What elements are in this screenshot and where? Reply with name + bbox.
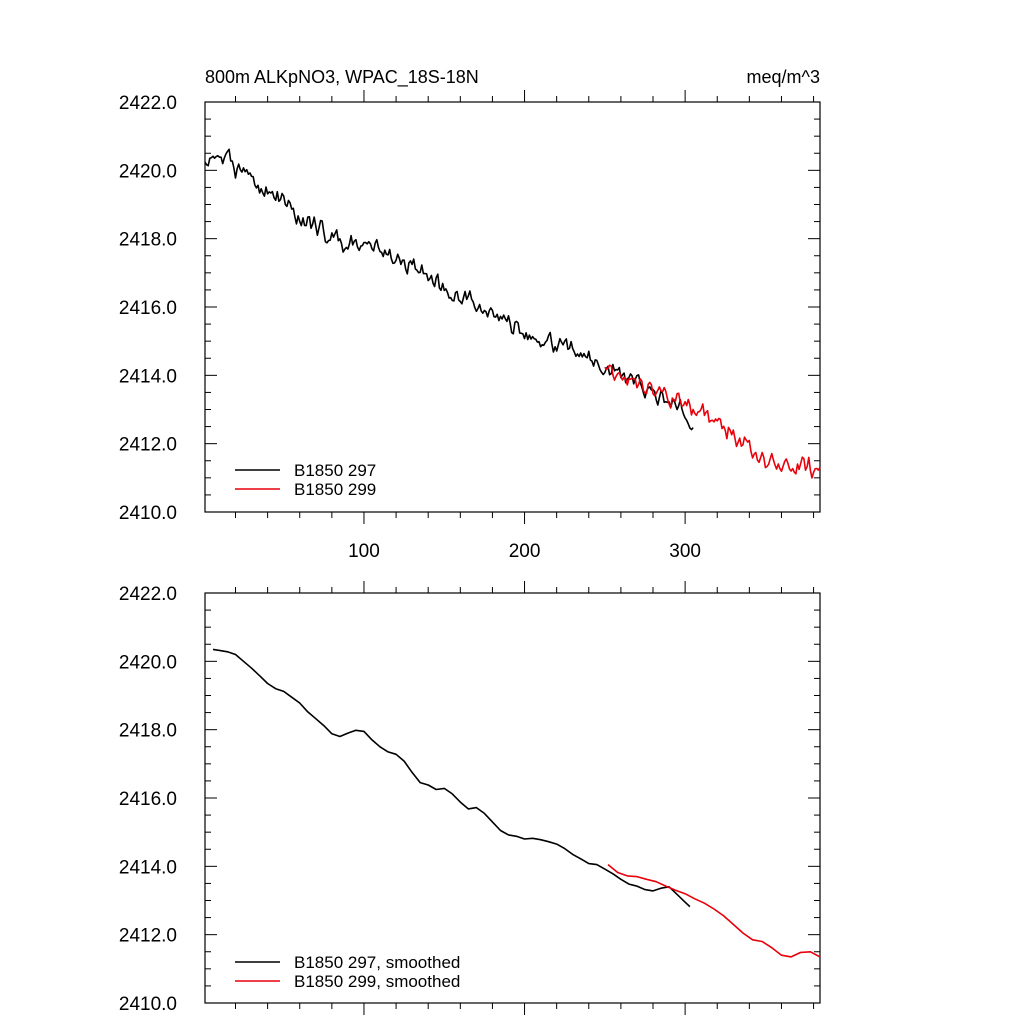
legend-label: B1850 299: [294, 480, 376, 499]
y-tick-label: 2416.0: [119, 298, 177, 319]
legend-label: B1850 299, smoothed: [294, 972, 460, 991]
y-tick-label: 2414.0: [119, 857, 177, 878]
y-tick-label: 2412.0: [119, 926, 177, 947]
series-group-bottom: [212, 648, 821, 958]
y-tick-label: 2412.0: [119, 435, 177, 456]
y-tick-label: 2418.0: [119, 721, 177, 742]
chart-title: 800m ALKpNO3, WPAC_18S-18N: [205, 67, 479, 88]
x-tick-label: 100: [348, 541, 380, 562]
y-tick-label: 2420.0: [119, 652, 177, 673]
panel-bottom-chart: 2410.0 2412.0 2414.0 2416.0 2418.0 2420.0 2422…: [119, 581, 821, 1015]
series-line-b1850-299: [604, 364, 821, 479]
panel-top-chart: 800m ALKpNO3, WPAC_18S-18N meq/m^3 2410.…: [119, 67, 821, 562]
y-tick-label: 2420.0: [119, 161, 177, 182]
series-group-top: [204, 148, 821, 479]
axis-ticks-bottom: 2410.0 2412.0 2414.0 2416.0 2418.0 2420.0 2422…: [119, 581, 820, 1015]
plot-frame-bottom: [204, 592, 821, 1004]
y-tick-label: 2414.0: [119, 366, 177, 387]
units-label: meq/m^3: [747, 67, 820, 87]
x-tick-label: 200: [509, 541, 541, 562]
legend-label: B1850 297, smoothed: [294, 953, 460, 972]
series-line-b1850-299: [607, 863, 821, 958]
legend-label: B1850 297: [294, 461, 376, 480]
y-tick-label: 2416.0: [119, 789, 177, 810]
plot-frame-top: [204, 101, 821, 513]
series-line-b1850-297: [204, 148, 694, 431]
y-tick-label: 2410.0: [119, 503, 177, 524]
axis-ticks-top: 2410.0 2412.0 2414.0 2416.0 2418.0 2420.0 2422…: [119, 90, 820, 562]
y-tick-label: 2418.0: [119, 230, 177, 251]
x-tick-label: 300: [669, 541, 701, 562]
y-tick-label: 2410.0: [119, 994, 177, 1015]
y-tick-label: 2422.0: [119, 93, 177, 114]
y-tick-label: 2422.0: [119, 584, 177, 605]
series-line-b1850-297: [212, 648, 691, 908]
